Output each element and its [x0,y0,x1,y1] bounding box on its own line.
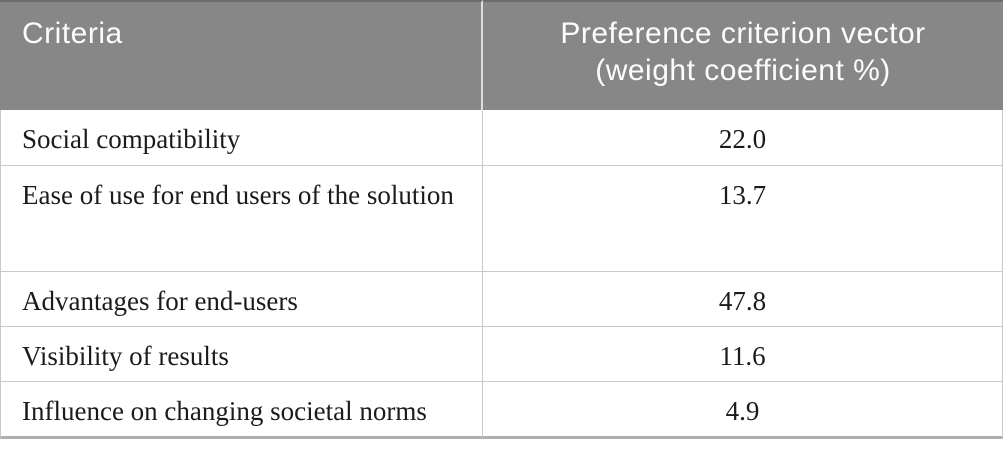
criteria-cell: Influence on changing societal norms [0,382,483,439]
table-row: Influence on changing societal norms 4.9 [0,382,1003,439]
column-header-criteria-label: Criteria [22,17,123,50]
column-header-weight-line2: (weight coefficient %) [595,54,891,87]
table-row: Ease of use for end users of the solutio… [0,166,1003,272]
table-row: Social compatibility 22.0 [0,110,1003,166]
table-header: Criteria Preference criterion vector (we… [0,0,1003,110]
weight-cell: 13.7 [483,166,1003,272]
criteria-cell: Visibility of results [0,327,483,382]
criteria-cell: Advantages for end-users [0,272,483,327]
criteria-cell: Social compatibility [0,110,483,166]
criteria-weights-table: Criteria Preference criterion vector (we… [0,0,1003,439]
header-row: Criteria Preference criterion vector (we… [0,0,1003,110]
weight-cell: 47.8 [483,272,1003,327]
column-header-weight-line1: Preference criterion vector [560,17,926,50]
table-row: Advantages for end-users 47.8 [0,272,1003,327]
weight-cell: 11.6 [483,327,1003,382]
column-header-weight: Preference criterion vector (weight coef… [483,0,1003,110]
weight-cell: 4.9 [483,382,1003,439]
table-row: Visibility of results 11.6 [0,327,1003,382]
column-header-criteria: Criteria [0,0,483,110]
criteria-cell: Ease of use for end users of the solutio… [0,166,483,272]
table-body: Social compatibility 22.0 Ease of use fo… [0,110,1003,439]
weight-cell: 22.0 [483,110,1003,166]
